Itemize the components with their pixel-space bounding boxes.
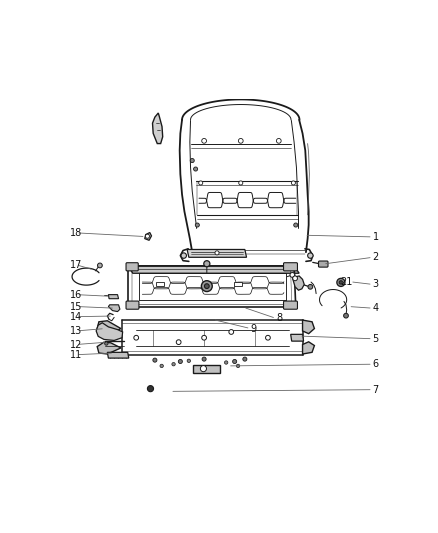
Circle shape <box>337 278 345 286</box>
Text: 12: 12 <box>70 340 82 350</box>
Polygon shape <box>193 365 220 373</box>
FancyBboxPatch shape <box>283 301 297 309</box>
Circle shape <box>98 263 102 268</box>
Circle shape <box>202 139 206 143</box>
Polygon shape <box>107 352 129 358</box>
Circle shape <box>229 329 233 334</box>
Polygon shape <box>108 305 120 312</box>
Circle shape <box>344 313 348 318</box>
Circle shape <box>202 335 206 340</box>
Text: 13: 13 <box>70 326 82 336</box>
Text: 2: 2 <box>373 252 379 262</box>
Circle shape <box>195 223 199 227</box>
Circle shape <box>291 181 295 185</box>
Circle shape <box>233 359 237 364</box>
Circle shape <box>134 335 138 340</box>
Text: 4: 4 <box>373 303 379 313</box>
Text: 14: 14 <box>70 312 82 322</box>
Polygon shape <box>303 320 314 334</box>
Circle shape <box>265 335 270 340</box>
Text: 1: 1 <box>373 232 379 242</box>
Polygon shape <box>108 295 119 298</box>
Circle shape <box>215 251 219 255</box>
Circle shape <box>194 167 198 171</box>
Text: 3: 3 <box>373 279 379 289</box>
FancyBboxPatch shape <box>318 261 328 267</box>
Text: 6: 6 <box>373 359 379 369</box>
Polygon shape <box>152 113 162 143</box>
Text: 15: 15 <box>70 302 82 311</box>
Circle shape <box>290 272 295 277</box>
Circle shape <box>160 364 163 368</box>
Polygon shape <box>145 232 152 240</box>
Circle shape <box>201 281 212 292</box>
Text: 17: 17 <box>70 260 82 270</box>
Text: 8: 8 <box>276 313 282 324</box>
Circle shape <box>204 261 210 267</box>
Polygon shape <box>303 342 314 354</box>
Circle shape <box>105 342 108 345</box>
Circle shape <box>200 366 206 372</box>
Circle shape <box>148 385 154 392</box>
Polygon shape <box>293 276 304 290</box>
Bar <box>156 282 164 286</box>
Circle shape <box>294 223 298 227</box>
Circle shape <box>172 362 175 366</box>
Circle shape <box>181 253 187 259</box>
Circle shape <box>205 284 209 288</box>
Circle shape <box>238 139 243 143</box>
Text: 7: 7 <box>373 385 379 394</box>
Polygon shape <box>291 334 304 341</box>
Circle shape <box>199 181 203 185</box>
Polygon shape <box>97 321 121 334</box>
Polygon shape <box>187 249 247 257</box>
Circle shape <box>153 358 157 362</box>
Polygon shape <box>128 266 299 273</box>
Circle shape <box>293 276 297 281</box>
Circle shape <box>145 234 149 238</box>
FancyBboxPatch shape <box>126 263 138 271</box>
FancyBboxPatch shape <box>283 263 297 271</box>
Circle shape <box>308 285 313 289</box>
Circle shape <box>202 357 206 361</box>
Text: 11: 11 <box>70 350 82 360</box>
Text: 18: 18 <box>70 228 82 238</box>
Text: 16: 16 <box>70 289 82 300</box>
Text: 21: 21 <box>340 277 353 287</box>
Bar <box>234 282 242 286</box>
Circle shape <box>243 357 247 361</box>
Text: 5: 5 <box>373 334 379 344</box>
Circle shape <box>339 281 343 284</box>
Circle shape <box>307 253 313 259</box>
Circle shape <box>176 340 181 344</box>
Circle shape <box>276 139 281 143</box>
FancyBboxPatch shape <box>126 301 139 309</box>
Text: 9: 9 <box>251 324 257 334</box>
Circle shape <box>239 181 243 185</box>
Circle shape <box>187 359 191 362</box>
Circle shape <box>237 364 240 368</box>
Circle shape <box>178 359 182 364</box>
Polygon shape <box>97 342 121 354</box>
Polygon shape <box>96 323 123 341</box>
Circle shape <box>224 361 228 364</box>
Circle shape <box>190 158 194 163</box>
